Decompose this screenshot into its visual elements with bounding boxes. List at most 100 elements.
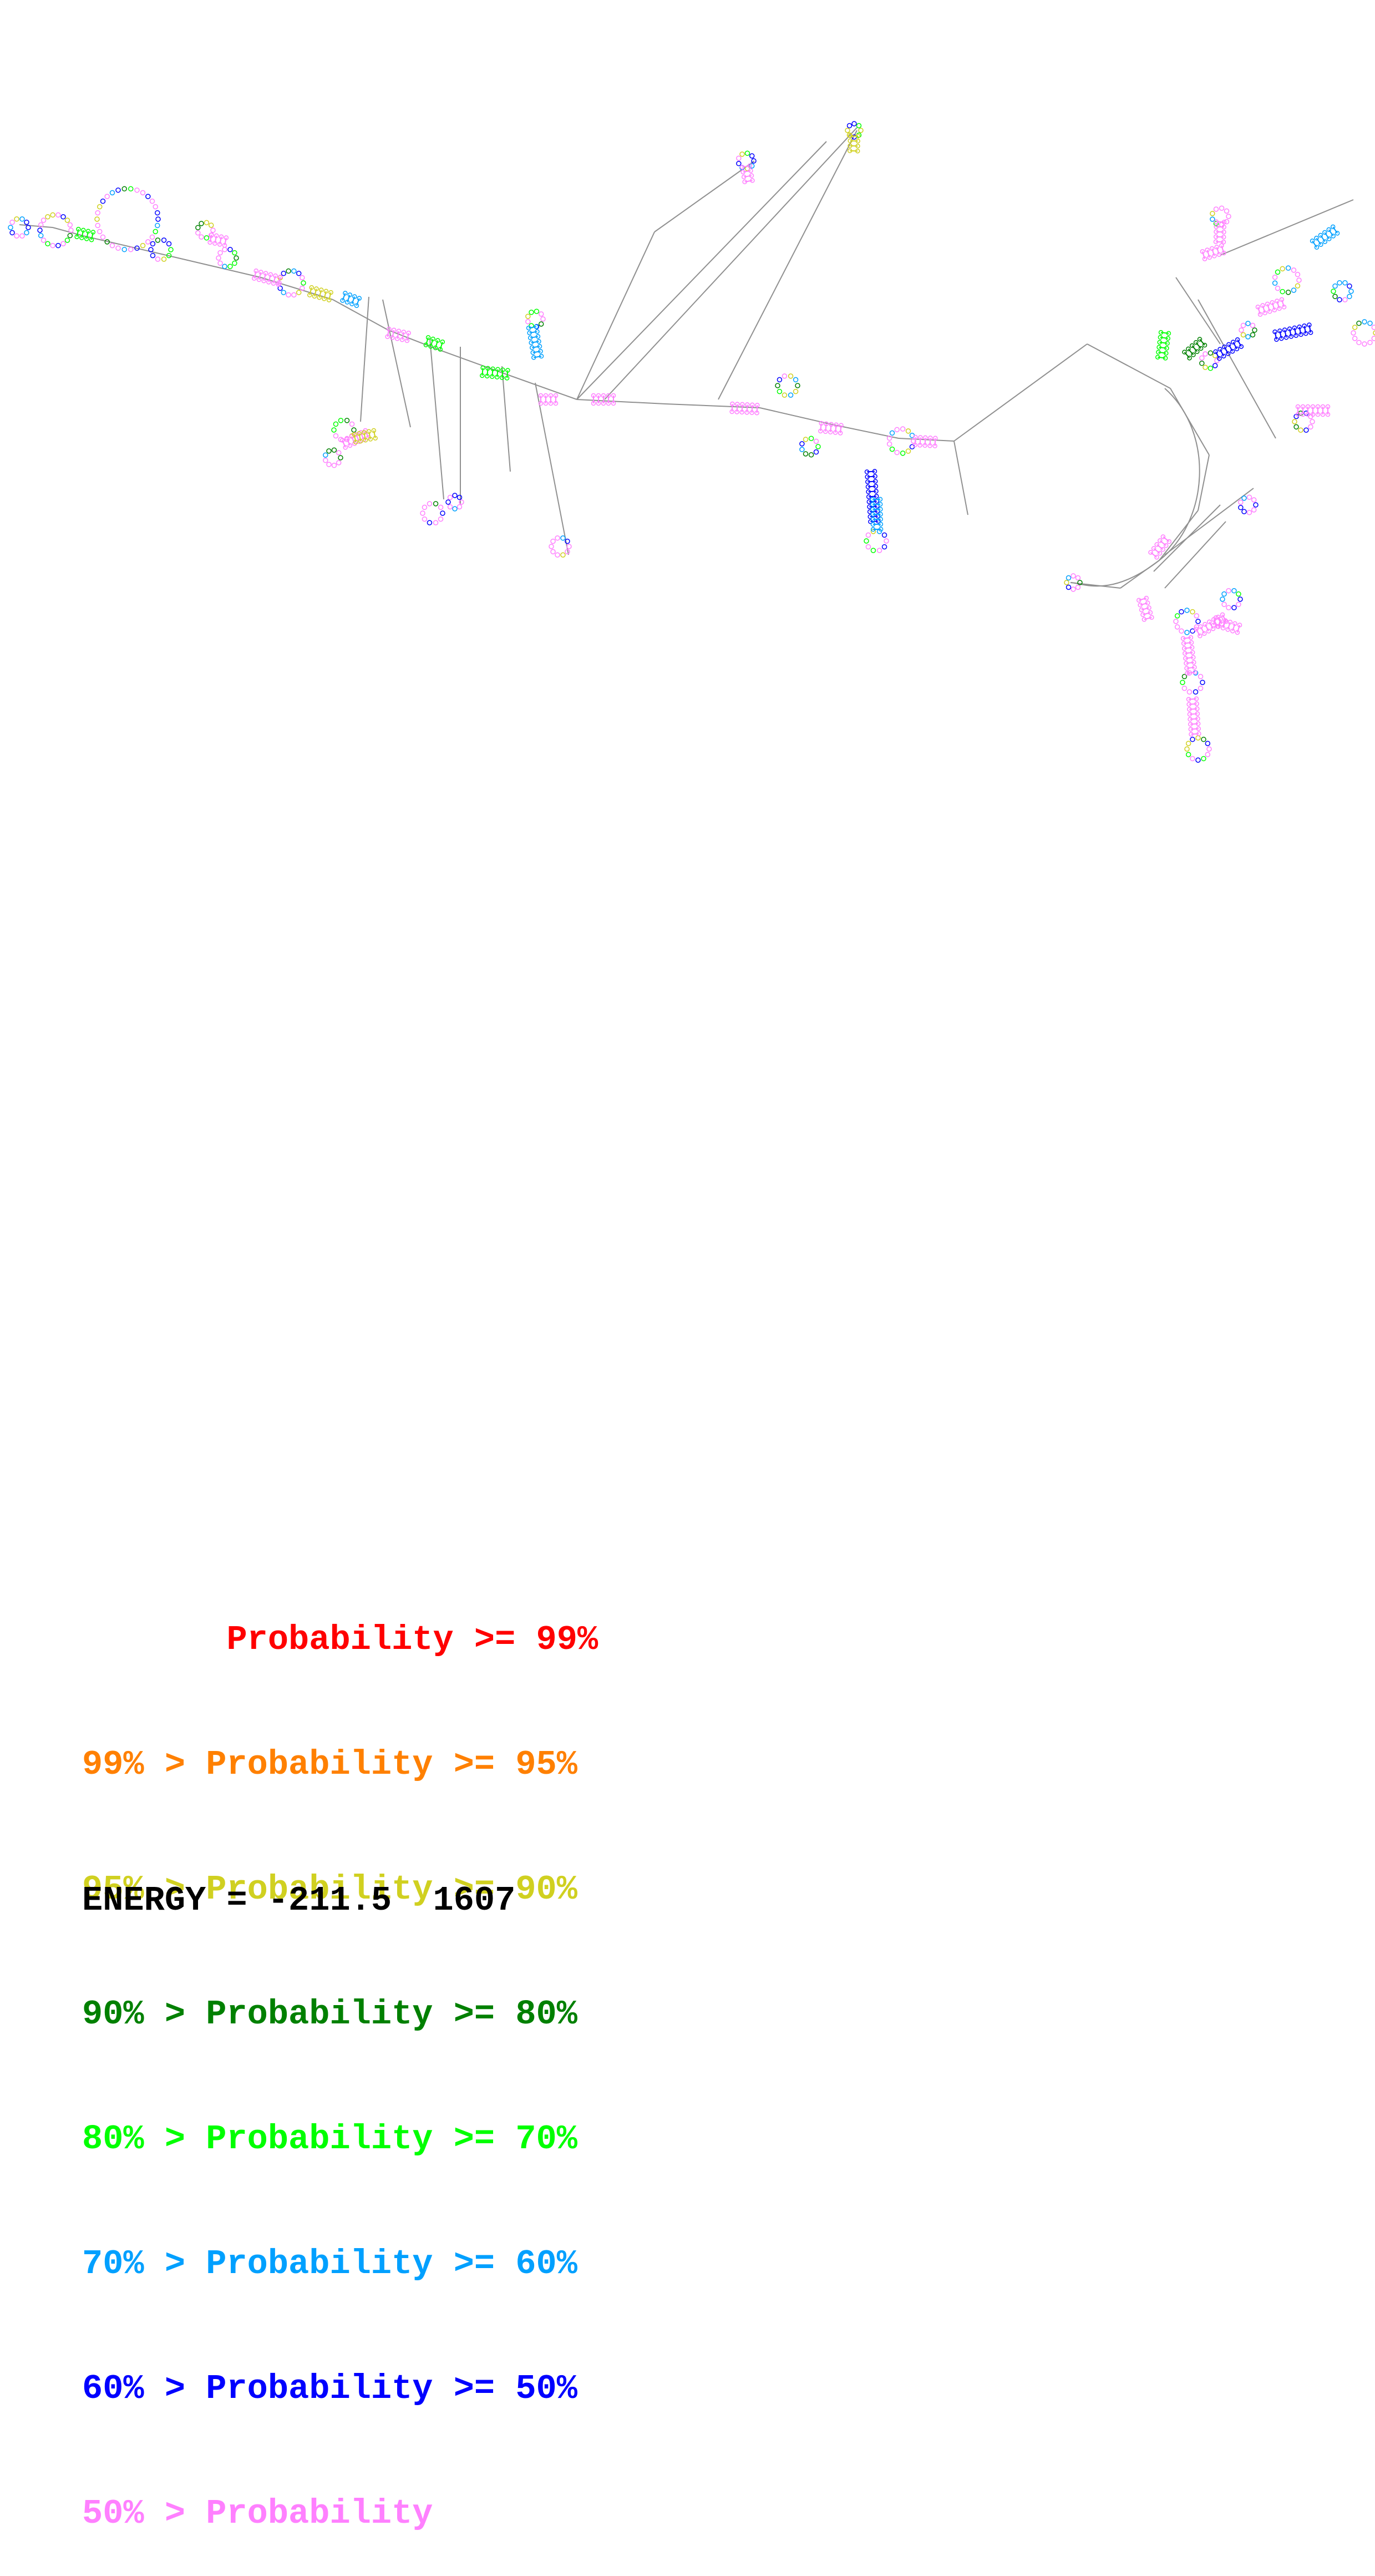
- nucleotide: [1182, 686, 1186, 691]
- nucleotide: [1298, 428, 1303, 432]
- helix-stem: [492, 369, 493, 377]
- nucleotide: [337, 460, 341, 465]
- helix-stem: [1158, 357, 1165, 358]
- nucleotide: [281, 271, 286, 276]
- nucleotide: [1333, 294, 1337, 298]
- nucleotide: [352, 428, 356, 432]
- connector-line: [605, 128, 857, 399]
- connector-line: [1165, 488, 1254, 555]
- nucleotide: [1236, 592, 1241, 596]
- nucleotide: [434, 520, 438, 525]
- nucleotide: [1252, 508, 1256, 512]
- nucleotide: [45, 241, 50, 246]
- nucleotide: [286, 292, 291, 297]
- nucleotide: [1252, 328, 1257, 332]
- nucleotide: [526, 320, 530, 324]
- nucleotide: [1351, 331, 1356, 335]
- helix-stem: [737, 404, 738, 412]
- nucleotide: [68, 222, 72, 227]
- nucleotide: [1190, 737, 1195, 742]
- helix-stem: [1157, 545, 1163, 550]
- nucleotide: [561, 536, 565, 540]
- helix-stem: [1160, 540, 1166, 545]
- helix-stem: [1159, 347, 1167, 348]
- helix-stem: [925, 438, 926, 446]
- nucleotide: [153, 229, 158, 234]
- nucleotide: [895, 427, 899, 432]
- nucleotide: [222, 264, 227, 269]
- nucleotide: [777, 389, 782, 394]
- nucleotide: [866, 533, 870, 537]
- nucleotide: [555, 553, 560, 557]
- nucleotide: [439, 505, 443, 509]
- nucleotide: [422, 517, 427, 522]
- nucleotide: [1357, 340, 1361, 345]
- nucleotide: [333, 422, 338, 426]
- nucleotide: [1075, 576, 1080, 580]
- nucleotide: [1220, 597, 1225, 601]
- nucleotide: [1343, 297, 1347, 302]
- nucleotide: [10, 220, 14, 225]
- nucleotide: [1075, 585, 1080, 589]
- nucleotide: [300, 275, 305, 280]
- rna-secondary-structure: [0, 0, 1375, 788]
- nucleotide: [1194, 614, 1199, 618]
- nucleotide: [1185, 630, 1189, 635]
- nucleotide: [1224, 209, 1229, 213]
- nucleotide: [541, 317, 545, 321]
- nucleotide: [795, 383, 800, 388]
- backbone-segment: [19, 225, 53, 227]
- connector-line: [430, 338, 444, 499]
- nucleotide: [135, 188, 139, 193]
- nucleotide: [150, 254, 155, 258]
- nucleotide: [297, 290, 301, 295]
- nucleotide: [453, 507, 457, 511]
- helix-stem: [1184, 352, 1189, 358]
- nucleotide: [1201, 737, 1206, 742]
- helix-stem: [1184, 647, 1192, 649]
- nucleotide: [794, 389, 798, 394]
- nucleotide: [1220, 222, 1224, 227]
- helix-stem: [1161, 332, 1169, 333]
- nucleotide: [1210, 217, 1215, 221]
- nucleotide: [1368, 340, 1372, 345]
- legend-row-below-50: 50% > Probability: [82, 2493, 598, 2534]
- nucleotide: [162, 257, 166, 261]
- nucleotide: [1246, 335, 1250, 339]
- nucleotide: [1214, 207, 1219, 211]
- nucleotide: [427, 502, 432, 506]
- nucleotide: [539, 312, 544, 316]
- nucleotide: [567, 544, 571, 549]
- nucleotide: [1294, 424, 1298, 429]
- nucleotide: [1242, 496, 1246, 500]
- nucleotide: [50, 244, 55, 248]
- nucleotide: [332, 428, 336, 432]
- connector-line: [383, 300, 410, 427]
- nucleotide: [101, 235, 105, 239]
- helix-stem: [747, 404, 748, 412]
- nucleotide: [814, 439, 818, 443]
- nucleotide: [1208, 351, 1212, 355]
- nucleotide: [439, 517, 443, 522]
- nucleotide: [1220, 206, 1224, 210]
- backbone-segment: [1159, 510, 1198, 560]
- helix-stem: [502, 370, 503, 378]
- nucleotide: [1200, 361, 1204, 366]
- legend-row-80: 90% > Probability >= 80%: [82, 1993, 598, 2035]
- nucleotide: [1347, 294, 1352, 298]
- backbone-segment: [577, 399, 666, 404]
- helix-stem: [1191, 733, 1199, 734]
- nucleotide: [1295, 284, 1300, 288]
- nucleotide: [1199, 686, 1203, 691]
- nucleotide: [1190, 610, 1195, 614]
- nucleotide: [789, 393, 793, 397]
- nucleotide: [1226, 214, 1231, 219]
- helix-stem: [487, 368, 488, 376]
- helix-stem: [1184, 642, 1191, 644]
- nucleotide: [864, 539, 869, 543]
- nucleotide: [434, 502, 438, 506]
- nucleotide: [1175, 625, 1180, 629]
- nucleotide: [169, 247, 173, 252]
- nucleotide: [122, 186, 126, 191]
- nucleotide: [39, 234, 43, 238]
